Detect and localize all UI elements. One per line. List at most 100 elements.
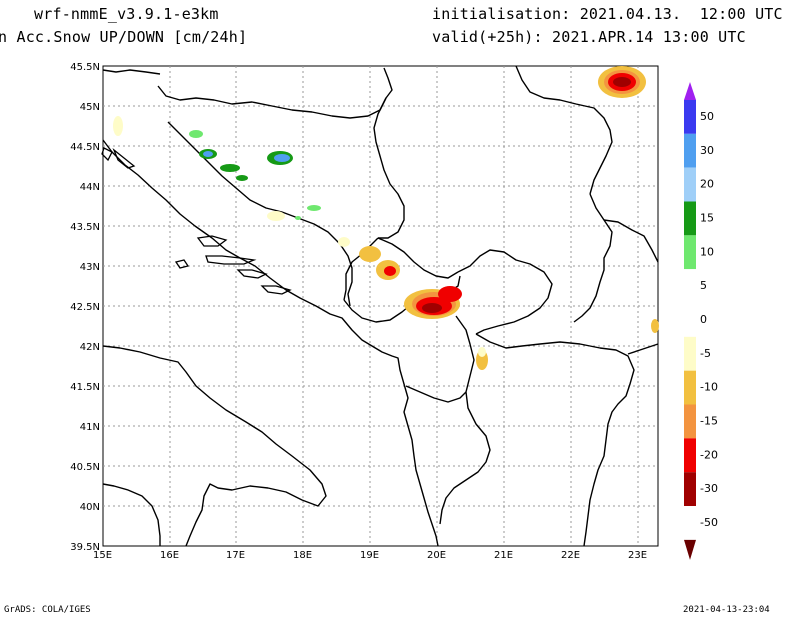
colorbar-segment — [684, 133, 696, 168]
increase-patch-4 — [236, 175, 248, 181]
serbia-bulgaria-border — [573, 193, 613, 323]
coastlines-borders — [102, 65, 659, 547]
colorbar-label: -30 — [700, 482, 718, 495]
lon-label: 23E — [628, 550, 647, 561]
increase-patch-6 — [307, 205, 321, 211]
colorbar-label: -20 — [700, 448, 718, 461]
decrease-patch-small-3 — [478, 347, 486, 357]
serbia-romania-border — [515, 65, 613, 195]
albania-north-macedonia-border — [439, 315, 491, 525]
lon-label: 16E — [160, 550, 179, 561]
italy-coast — [102, 345, 327, 547]
decrease-patch-durmitor-red — [384, 266, 396, 276]
island-krk — [101, 147, 113, 162]
lat-label: 40.5N — [70, 462, 100, 473]
colorbar-segment — [684, 167, 696, 202]
island-mljet — [260, 285, 292, 295]
decrease-patch-light-nw — [113, 116, 123, 136]
colorbar-label: -10 — [700, 381, 718, 394]
colorbar-segment — [684, 235, 696, 270]
lat-label: 45.5N — [70, 62, 100, 73]
colorbar-segment — [684, 100, 696, 134]
colorbar-label: 20 — [700, 178, 714, 191]
montenegro-serbia-border — [377, 237, 459, 279]
lat-label: 43N — [80, 262, 100, 273]
decrease-patch-ne-dark — [613, 77, 631, 87]
lon-label: 17E — [226, 550, 245, 561]
lat-label: 41N — [80, 422, 100, 433]
grid-lines — [103, 66, 658, 546]
field-title: n Acc.Snow UP/DOWN [cm/24h] — [0, 28, 248, 46]
macedonia-greece-border — [475, 333, 635, 547]
lon-label: 15E — [93, 550, 112, 561]
increase-patch-1 — [189, 130, 203, 138]
increase-patch-7 — [295, 216, 301, 220]
increase-patch-2b — [203, 151, 213, 157]
colorbar-segment — [684, 269, 696, 303]
island-korcula — [236, 269, 268, 279]
colorbar-segment — [684, 201, 696, 236]
lon-label: 21E — [494, 550, 513, 561]
slovenia-croatia-north-border — [102, 69, 161, 75]
colorbar-label: 50 — [700, 110, 714, 123]
lat-label: 44N — [80, 182, 100, 193]
colorbar-label: -5 — [700, 347, 711, 360]
island-hvar — [205, 255, 257, 265]
lat-tick-labels: 45.5N 45N 44.5N 44N 43.5N 43N 42.5N 42N … — [70, 62, 100, 553]
lat-label: 41.5N — [70, 382, 100, 393]
colorbar-segment — [684, 472, 696, 506]
colorbar-segment — [684, 438, 696, 473]
lon-label: 22E — [561, 550, 580, 561]
decrease-patch-montenegro-dark — [422, 303, 442, 313]
colorbar-label: -50 — [700, 516, 718, 529]
colorbar-arrow-bottom — [684, 539, 696, 560]
lat-label: 44.5N — [70, 142, 100, 153]
lon-label: 20E — [427, 550, 446, 561]
decrease-patch-light-west — [267, 211, 285, 221]
island-vis — [174, 259, 190, 269]
lat-label: 42N — [80, 342, 100, 353]
lat-label: 40N — [80, 502, 100, 513]
model-title: wrf-nmmE_v3.9.1-e3km — [34, 5, 219, 23]
croatia-bosnia-border — [157, 67, 393, 119]
decrease-patch-east-edge — [651, 319, 659, 333]
lon-tick-labels: 15E 16E 17E 18E 19E 20E 21E 22E 23E — [93, 550, 647, 561]
precip-shading — [113, 66, 659, 370]
islands — [101, 147, 292, 295]
decrease-patch-zelengora — [359, 246, 381, 262]
lat-label: 39.5N — [70, 542, 100, 553]
adriatic-east-coast — [102, 139, 439, 547]
bosnia-north-branch — [373, 97, 405, 239]
render-timestamp: 2021-04-13-23:04 — [683, 605, 770, 615]
colorbar-arrow-top — [684, 82, 696, 100]
lat-label: 42.5N — [70, 302, 100, 313]
colorbar-segment — [684, 303, 696, 337]
increase-patch-3 — [220, 164, 240, 172]
colorbar-segment — [684, 370, 696, 405]
decrease-patch-border — [438, 286, 462, 302]
colorbar-segment — [684, 404, 696, 439]
map-frame — [102, 65, 659, 547]
colorbar-segment — [684, 336, 696, 371]
colorbar-label: 10 — [700, 245, 714, 258]
colorbar-label: 15 — [700, 212, 714, 225]
colorbar-label: 5 — [700, 279, 707, 292]
italy-heel — [102, 483, 161, 546]
lon-label: 18E — [293, 550, 312, 561]
colorbar-label: 30 — [700, 144, 714, 157]
kosovo-border — [457, 249, 553, 335]
colorbar-label: -15 — [700, 415, 718, 428]
lat-label: 45N — [80, 102, 100, 113]
lat-label: 43.5N — [70, 222, 100, 233]
decrease-patch-small-1 — [338, 237, 350, 247]
bosnia-south-border — [167, 121, 353, 307]
colorbar-label: 0 — [700, 313, 707, 326]
grads-credit: GrADS: COLA/IGES — [4, 605, 91, 615]
increase-patch-5b — [274, 154, 290, 162]
albania-greece-border — [405, 385, 467, 403]
valid-time: valid(+25h): 2021.APR.14 13:00 UTC — [432, 28, 746, 46]
initialisation-time: initialisation: 2021.04.13. 12:00 UTC — [432, 5, 783, 23]
bulgaria-east-border — [627, 343, 659, 355]
lon-label: 19E — [360, 550, 379, 561]
